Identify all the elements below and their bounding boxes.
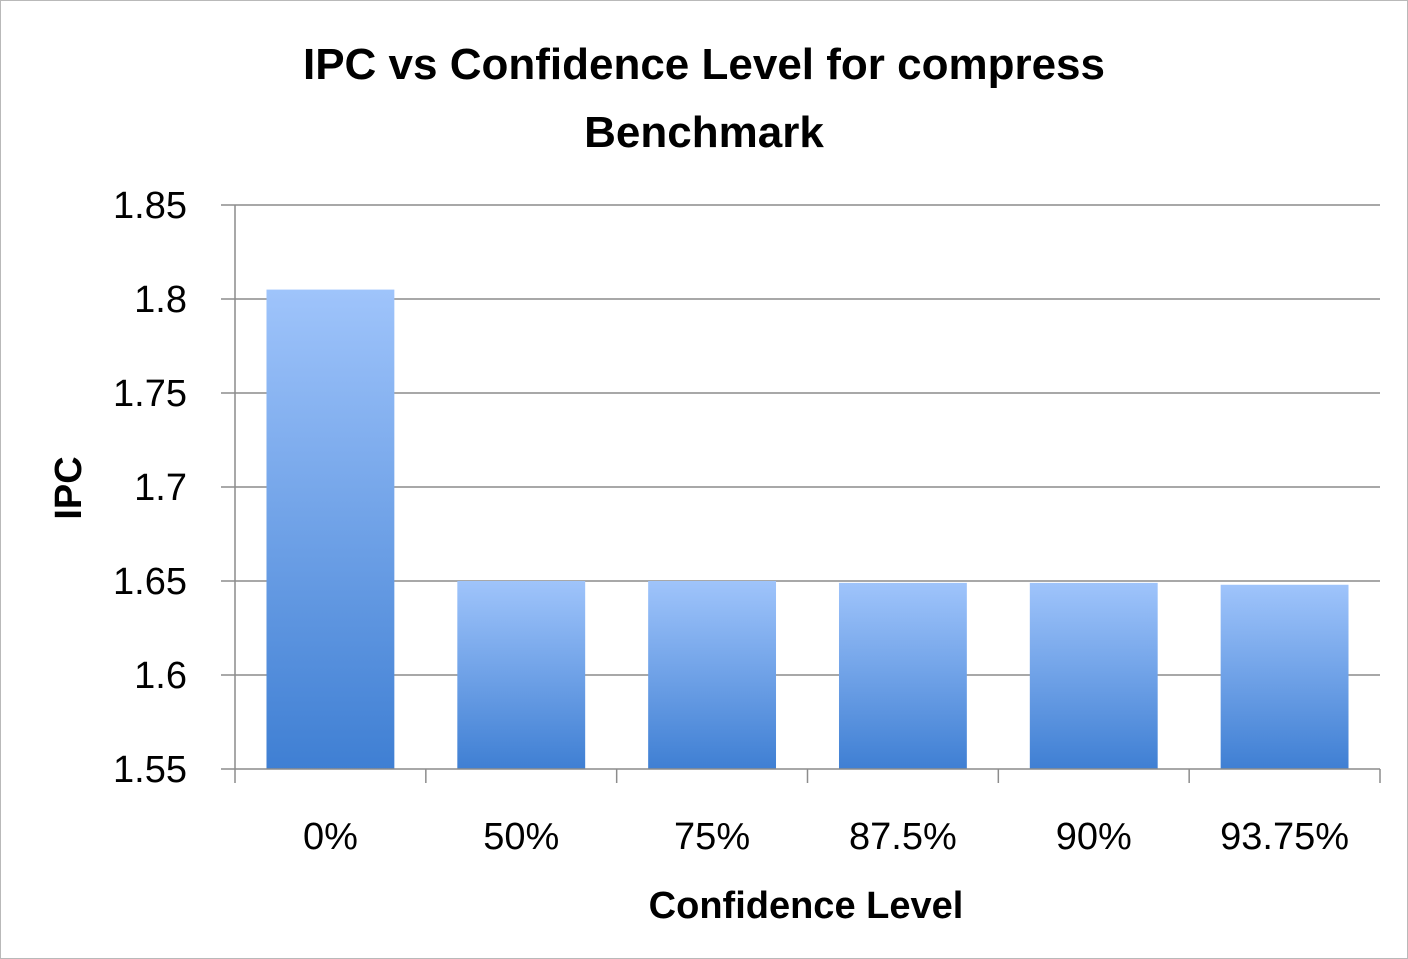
bar-3 <box>648 581 777 769</box>
chart-title-line-1: IPC vs Confidence Level for compress <box>303 40 1105 89</box>
axes <box>221 204 1381 783</box>
x-axis-title: Confidence Level <box>649 885 964 927</box>
y-tick-label: 1.55 <box>113 749 187 791</box>
x-tick-label: 0% <box>303 816 358 858</box>
x-tick-label: 93.75% <box>1220 816 1349 858</box>
gridlines <box>235 204 1380 676</box>
x-tick-label: 50% <box>483 816 559 858</box>
tick-labels: 1.55 1.6 1.65 1.7 1.75 1.8 1.85 0% 50% 75% 87.5% 90… <box>113 185 1349 858</box>
bars <box>266 289 1349 769</box>
x-tick-label: 75% <box>674 816 750 858</box>
y-tick-label: 1.75 <box>113 373 187 415</box>
y-axis-title: IPC <box>48 456 90 519</box>
y-tick-label: 1.65 <box>113 561 187 603</box>
bar-2 <box>457 581 586 769</box>
y-tick-label: 1.7 <box>134 467 187 509</box>
x-tick-label: 87.5% <box>849 816 957 858</box>
y-tick-label: 1.6 <box>134 655 187 697</box>
chart-title-line-2: Benchmark <box>584 108 824 157</box>
y-tick-label: 1.85 <box>113 185 187 227</box>
bar-4 <box>838 582 967 769</box>
bar-6 <box>1220 584 1349 769</box>
x-tick-label: 90% <box>1056 816 1132 858</box>
bar-1 <box>266 289 395 769</box>
bar-5 <box>1029 582 1158 769</box>
y-tick-label: 1.8 <box>134 279 187 321</box>
